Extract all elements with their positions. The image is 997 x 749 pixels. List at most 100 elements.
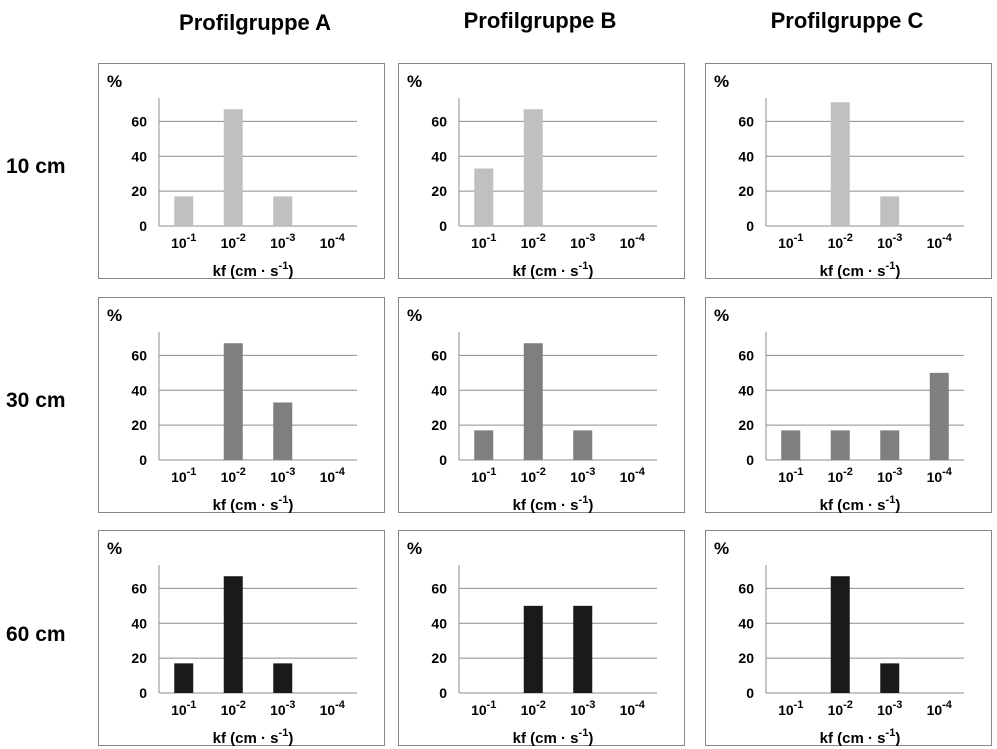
y-tick-label: 40 — [431, 615, 447, 631]
x-tick-label: 10-4 — [927, 699, 953, 718]
y-tick-label: 20 — [431, 650, 447, 666]
bar — [523, 605, 543, 693]
bar — [781, 430, 801, 460]
chart-panel-a-10cm: % 0 20 40 60 10-1 10-2 10-3 10-4 kf (cm · s-1) — [98, 63, 385, 280]
bar — [830, 102, 850, 226]
chart-panel-c-10cm: % 0 20 40 60 10-1 10-2 10-3 10-4 kf (cm · s-1) — [705, 63, 992, 280]
y-tick-label: 20 — [738, 183, 754, 199]
y-tick-label: 60 — [738, 347, 754, 363]
bar — [830, 576, 850, 693]
x-axis-label: kf (cm · s-1) — [513, 727, 594, 747]
bar — [273, 663, 293, 693]
y-tick-label: 20 — [131, 417, 147, 433]
chart-panel-b-30cm: % 0 20 40 60 10-1 10-2 10-3 10-4 kf (cm · s-1) — [398, 297, 685, 514]
x-tick-label: 10-2 — [521, 699, 546, 718]
y-axis-label: % — [714, 539, 729, 558]
x-tick-label: 10-3 — [877, 466, 902, 485]
x-axis-label: kf (cm · s-1) — [820, 727, 901, 747]
y-tick-label: 0 — [746, 452, 754, 468]
chart-b-10cm: % 0 20 40 60 10-1 10-2 10-3 10-4 kf (cm · s-1) — [407, 72, 657, 280]
x-tick-label: 10-2 — [828, 699, 853, 718]
y-tick-label: 20 — [431, 183, 447, 199]
x-tick-label: 10-3 — [570, 699, 595, 718]
x-tick-label: 10-2 — [221, 699, 246, 718]
row-title-60cm: 60 cm — [6, 623, 66, 646]
x-axis-label: kf (cm · s-1) — [513, 494, 594, 514]
chart-c-60cm: % 0 20 40 60 10-1 10-2 10-3 10-4 kf (cm · s-1) — [714, 539, 964, 747]
x-axis-label: kf (cm · s-1) — [213, 260, 294, 280]
bar — [174, 663, 194, 693]
x-tick-label: 10-3 — [877, 232, 902, 251]
bar — [174, 196, 194, 226]
y-tick-label: 40 — [738, 615, 754, 631]
x-tick-label: 10-1 — [171, 232, 196, 251]
bar — [273, 402, 293, 460]
x-tick-label: 10-3 — [270, 699, 295, 718]
x-axis-label: kf (cm · s-1) — [213, 727, 294, 747]
y-tick-label: 40 — [131, 615, 147, 631]
chart-c-30cm: % 0 20 40 60 10-1 10-2 10-3 10-4 kf (cm · s-1) — [714, 306, 964, 514]
bar — [929, 372, 949, 460]
x-tick-label: 10-1 — [778, 699, 803, 718]
y-tick-label: 0 — [746, 685, 754, 701]
bar — [573, 605, 593, 693]
row-title-10cm: 10 cm — [6, 155, 66, 178]
bar — [880, 430, 900, 460]
x-tick-label: 10-2 — [521, 466, 546, 485]
chart-a-60cm: % 0 20 40 60 10-1 10-2 10-3 10-4 kf (cm · s-1) — [107, 539, 357, 747]
y-tick-label: 0 — [139, 452, 147, 468]
x-tick-label: 10-2 — [828, 232, 853, 251]
x-tick-label: 10-4 — [620, 232, 646, 251]
chart-panel-c-30cm: % 0 20 40 60 10-1 10-2 10-3 10-4 kf (cm · s-1) — [705, 297, 992, 514]
chart-b-60cm: % 0 20 40 60 10-1 10-2 10-3 10-4 kf (cm · s-1) — [407, 539, 657, 747]
x-tick-label: 10-1 — [171, 466, 196, 485]
x-tick-label: 10-1 — [471, 232, 496, 251]
bar — [523, 343, 543, 460]
x-tick-label: 10-1 — [471, 699, 496, 718]
y-tick-label: 60 — [131, 580, 147, 596]
y-tick-label: 0 — [439, 685, 447, 701]
y-tick-label: 40 — [431, 148, 447, 164]
x-axis-label: kf (cm · s-1) — [213, 494, 294, 514]
x-tick-label: 10-4 — [320, 466, 346, 485]
column-title-b: Profilgruppe B — [463, 8, 617, 33]
bar — [223, 576, 243, 693]
y-tick-label: 40 — [738, 148, 754, 164]
chart-a-10cm: % 0 20 40 60 10-1 10-2 10-3 10-4 kf (cm · s-1) — [107, 72, 357, 280]
x-tick-label: 10-1 — [471, 466, 496, 485]
y-tick-label: 0 — [439, 452, 447, 468]
y-tick-label: 20 — [131, 650, 147, 666]
column-title-a: Profilgruppe A — [179, 10, 331, 35]
chart-panel-c-60cm: % 0 20 40 60 10-1 10-2 10-3 10-4 kf (cm · s-1) — [705, 530, 992, 747]
x-tick-label: 10-3 — [270, 232, 295, 251]
y-tick-label: 0 — [439, 218, 447, 234]
chart-b-30cm: % 0 20 40 60 10-1 10-2 10-3 10-4 kf (cm · s-1) — [407, 306, 657, 514]
x-tick-label: 10-4 — [320, 232, 346, 251]
y-tick-label: 0 — [746, 218, 754, 234]
bar — [880, 196, 900, 226]
y-axis-label: % — [407, 306, 422, 325]
y-tick-label: 40 — [131, 382, 147, 398]
bar — [573, 430, 593, 460]
x-tick-label: 10-2 — [221, 232, 246, 251]
y-axis-label: % — [107, 539, 122, 558]
y-tick-label: 0 — [139, 218, 147, 234]
bar — [273, 196, 293, 226]
x-tick-label: 10-2 — [521, 232, 546, 251]
y-axis-label: % — [714, 306, 729, 325]
x-tick-label: 10-4 — [927, 466, 953, 485]
y-tick-label: 40 — [738, 382, 754, 398]
y-axis-label: % — [107, 72, 122, 91]
y-tick-label: 60 — [131, 113, 147, 129]
y-tick-label: 40 — [431, 382, 447, 398]
y-tick-label: 60 — [738, 113, 754, 129]
x-tick-label: 10-3 — [570, 232, 595, 251]
y-axis-label: % — [107, 306, 122, 325]
x-tick-label: 10-3 — [877, 699, 902, 718]
bar — [223, 109, 243, 226]
y-tick-label: 60 — [431, 113, 447, 129]
bar — [223, 343, 243, 460]
row-title-30cm: 30 cm — [6, 389, 66, 412]
bar — [474, 430, 494, 460]
chart-panel-b-60cm: % 0 20 40 60 10-1 10-2 10-3 10-4 kf (cm · s-1) — [398, 530, 685, 747]
